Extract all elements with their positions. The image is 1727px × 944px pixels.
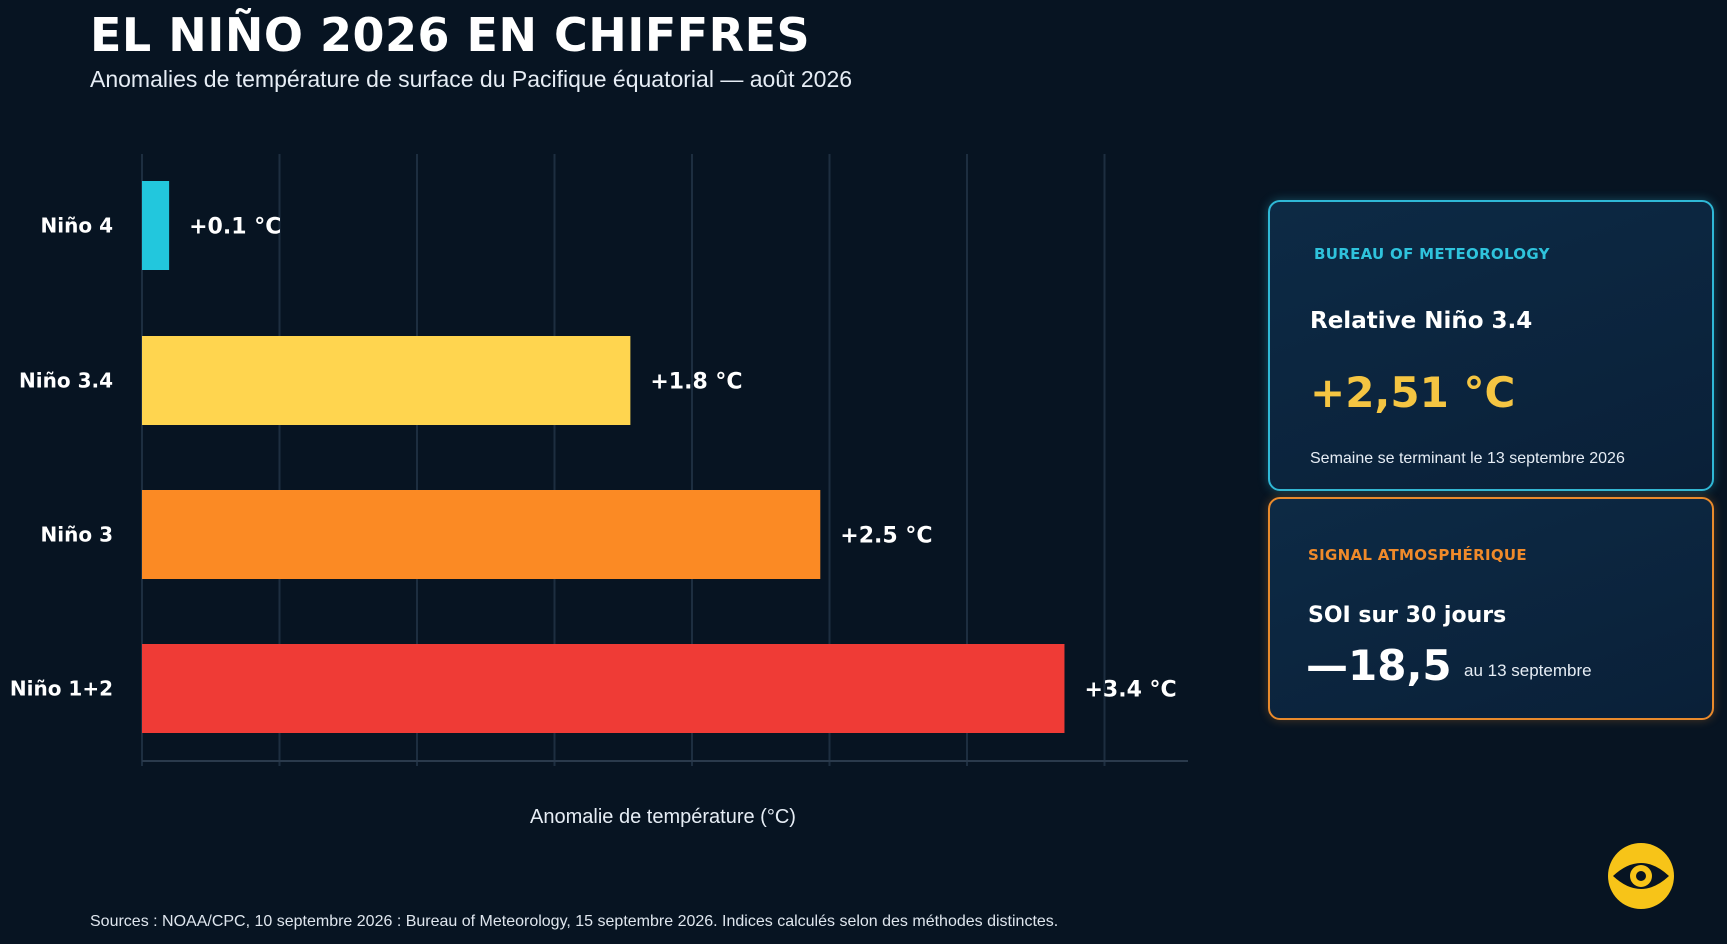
bar-nino-3-4 (142, 336, 631, 425)
value-labels: +0.1 °C +1.8 °C +2.5 °C +3.4 °C (189, 215, 1177, 703)
category-label-nino-1-2: Niño 1+2 (10, 677, 113, 701)
bar-nino-1-2 (142, 644, 1065, 733)
bom-card-heading: Relative Niño 3.4 (1310, 308, 1533, 334)
category-label-nino-3: Niño 3 (41, 523, 113, 547)
soi-card-note: au 13 septembre (1464, 661, 1592, 680)
soi-card-heading: SOI sur 30 jours (1308, 603, 1507, 628)
bar-chart: Niño 4 Niño 3.4 Niño 3 Niño 1+2 +0.1 °C +1.8… (10, 154, 1188, 828)
value-label-nino-1-2: +3.4 °C (1084, 678, 1176, 703)
eye-logo-icon (1608, 843, 1674, 909)
category-label-nino-4: Niño 4 (41, 214, 113, 238)
soi-card-kicker: SIGNAL ATMOSPHÉRIQUE (1308, 546, 1527, 564)
bar-nino-3 (142, 490, 821, 579)
bom-card-kicker: BUREAU OF METEOROLOGY (1314, 245, 1550, 263)
bar-nino-4 (142, 181, 170, 270)
category-label-nino-3-4: Niño 3.4 (19, 369, 113, 393)
value-label-nino-4: +0.1 °C (189, 215, 281, 240)
soi-card: SIGNAL ATMOSPHÉRIQUE SOI sur 30 jours —1… (1268, 497, 1714, 720)
bom-card-value: +2,51 °C (1310, 368, 1516, 417)
page-subtitle: Anomalies de température de surface du P… (90, 66, 853, 92)
value-label-nino-3-4: +1.8 °C (650, 370, 742, 395)
value-label-nino-3: +2.5 °C (840, 524, 932, 549)
x-axis-title: Anomalie de température (°C) (530, 806, 796, 828)
sources-footnote: Sources : NOAA/CPC, 10 septembre 2026 : … (90, 913, 1059, 930)
bom-card: BUREAU OF METEOROLOGY Relative Niño 3.4 … (1268, 200, 1714, 491)
page-title: EL NIÑO 2026 EN CHIFFRES (90, 8, 811, 62)
soi-card-value: —18,5 (1306, 641, 1452, 690)
chart-bars (142, 181, 1065, 733)
category-labels: Niño 4 Niño 3.4 Niño 3 Niño 1+2 (10, 214, 113, 701)
chart-grid (141, 154, 1106, 766)
bom-card-note: Semaine se terminant le 13 septembre 202… (1310, 450, 1625, 467)
